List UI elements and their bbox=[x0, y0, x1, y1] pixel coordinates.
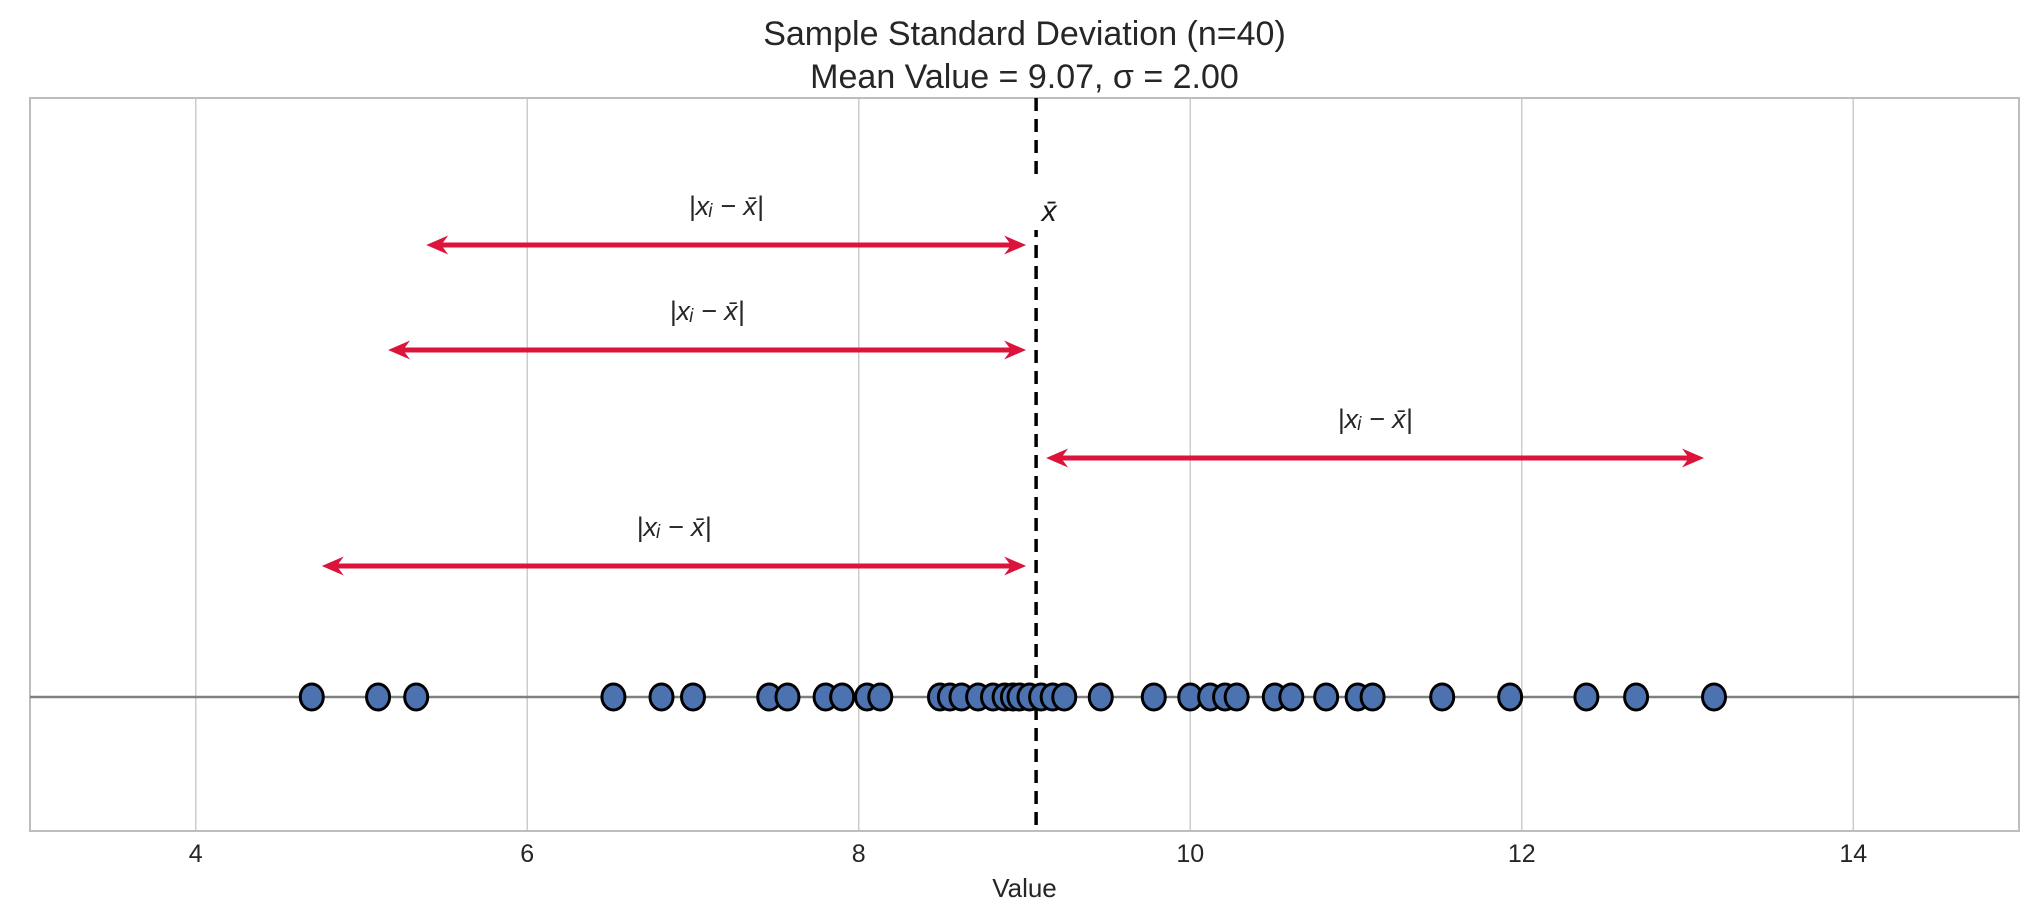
deviation-arrow-4: |xᵢ − x̄| bbox=[321, 512, 1027, 576]
x-tick-label-10: 10 bbox=[1176, 840, 1204, 868]
deviation-arrows-layer: |xᵢ − x̄| |xᵢ − x̄| |xᵢ − x̄| |xᵢ − x̄| bbox=[321, 191, 1705, 576]
data-point bbox=[1359, 682, 1386, 712]
arrowhead bbox=[426, 235, 449, 255]
chart-title: Sample Standard Deviation (n=40) bbox=[763, 15, 1286, 53]
deviation-arrow-label: |xᵢ − x̄| bbox=[670, 296, 745, 326]
x-tick-label-6: 6 bbox=[520, 840, 534, 868]
data-point bbox=[774, 682, 801, 712]
gridline-layer bbox=[195, 98, 1854, 831]
deviation-arrow-1: |xᵢ − x̄| bbox=[426, 191, 1027, 255]
data-point bbox=[1497, 682, 1524, 712]
data-point bbox=[648, 682, 675, 712]
arrowhead bbox=[1682, 448, 1705, 468]
data-points-layer bbox=[298, 682, 1728, 712]
arrowhead bbox=[1004, 556, 1027, 576]
data-point bbox=[1087, 682, 1114, 712]
deviation-arrow-3: |xᵢ − x̄| bbox=[1046, 404, 1705, 468]
data-point bbox=[365, 682, 392, 712]
data-point bbox=[1140, 682, 1167, 712]
data-point bbox=[1051, 682, 1078, 712]
data-point bbox=[1701, 682, 1728, 712]
arrowhead bbox=[1004, 340, 1027, 360]
deviation-arrow-label: |xᵢ − x̄| bbox=[689, 191, 764, 221]
arrowhead bbox=[321, 556, 344, 576]
x-tick-label-12: 12 bbox=[1508, 840, 1536, 868]
data-point bbox=[403, 682, 430, 712]
data-point bbox=[1429, 682, 1456, 712]
data-point bbox=[1223, 682, 1250, 712]
mean-label: x̄ bbox=[1040, 195, 1058, 228]
data-point bbox=[680, 682, 706, 712]
data-point bbox=[867, 682, 894, 712]
data-point bbox=[1313, 682, 1340, 712]
deviation-arrow-label: |xᵢ − x̄| bbox=[1337, 404, 1412, 434]
x-tick-label-4: 4 bbox=[189, 840, 203, 868]
arrowhead bbox=[1046, 448, 1069, 468]
data-point bbox=[1573, 682, 1600, 712]
arrowhead bbox=[388, 340, 411, 360]
deviation-arrow-2: |xᵢ − x̄| bbox=[388, 296, 1027, 360]
data-point bbox=[1623, 682, 1650, 712]
plot-border bbox=[29, 97, 2020, 832]
x-tick-label-14: 14 bbox=[1839, 840, 1867, 868]
data-point bbox=[600, 682, 627, 712]
x-tick-labels-layer: 4 6 8 10 12 14 bbox=[189, 840, 1867, 868]
data-point bbox=[298, 682, 325, 712]
arrowhead bbox=[1004, 235, 1027, 255]
data-point bbox=[829, 682, 856, 712]
deviation-arrow-label: |xᵢ − x̄| bbox=[636, 512, 711, 542]
data-point bbox=[1278, 682, 1305, 712]
chart-subtitle: Mean Value = 9.07, σ = 2.00 bbox=[810, 58, 1239, 96]
mean-label-background bbox=[1029, 180, 1072, 230]
x-axis-label: Value bbox=[992, 873, 1057, 903]
x-tick-label-8: 8 bbox=[852, 840, 866, 868]
